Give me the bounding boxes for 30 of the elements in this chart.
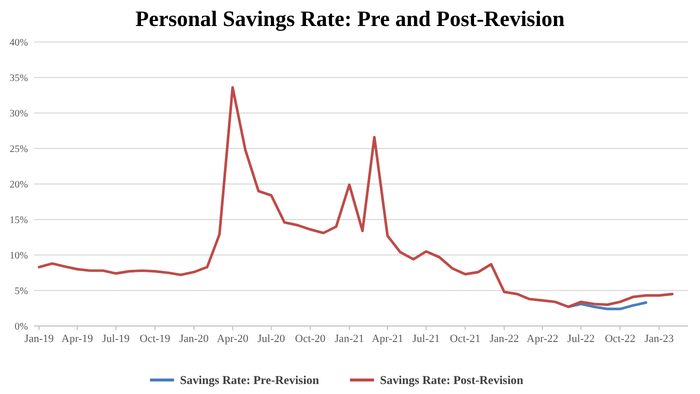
legend-label: Savings Rate: Pre-Revision	[180, 373, 320, 388]
x-tick-label: Jan-19	[24, 333, 54, 345]
x-tick-label: Apr-21	[372, 333, 404, 345]
y-tick-label: 15%	[10, 215, 28, 226]
x-tick-label: Jan-20	[179, 333, 210, 345]
chart-title: Personal Savings Rate: Pre and Post-Revision	[135, 6, 565, 31]
x-tick-label: Oct-21	[450, 333, 480, 345]
x-tick-label: Jul-22	[567, 333, 595, 345]
y-tick-label: 10%	[10, 250, 28, 262]
y-tick-label: 40%	[10, 38, 28, 48]
y-tick-label: 35%	[10, 73, 28, 84]
x-tick-label: Jul-19	[102, 333, 130, 345]
legend-label: Savings Rate: Post-Revision	[380, 373, 524, 388]
x-tick-label: Jan-23	[644, 333, 674, 345]
y-tick-label: 0%	[14, 322, 28, 332]
x-tick-label: Jul-20	[257, 333, 286, 345]
x-tick-label: Oct-19	[140, 333, 171, 345]
x-tick-label: Apr-22	[526, 333, 558, 345]
x-tick-label: Oct-22	[604, 333, 636, 345]
y-tick-label: 5%	[14, 286, 28, 297]
y-tick-label: 20%	[10, 180, 28, 190]
y-tick-label: 25%	[10, 144, 28, 155]
x-tick-label: Jan-21	[334, 333, 364, 345]
line-series	[38, 86, 674, 308]
x-tick-label: Jul-21	[412, 333, 440, 345]
y-tick-label: 30%	[10, 108, 28, 120]
x-tick-label: Apr-20	[216, 333, 249, 345]
x-tick-label: Jan-22	[490, 333, 519, 345]
x-tick-label: Apr-19	[62, 333, 94, 345]
x-tick-label: Oct-20	[295, 333, 326, 345]
